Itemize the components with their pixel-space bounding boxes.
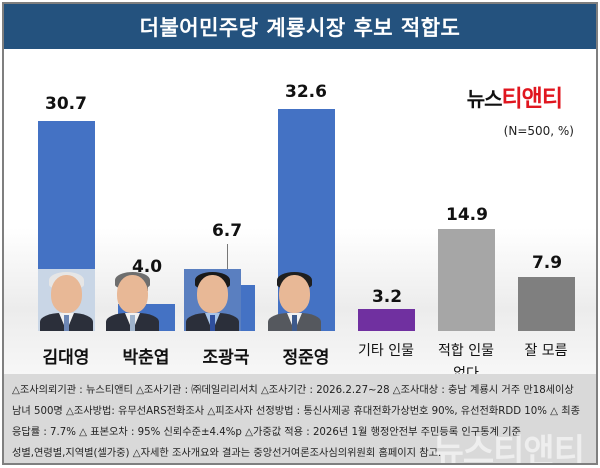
category-label-jo-gwangguk: 조광국 — [202, 348, 250, 368]
footer-line-1: △조사의뢰기관 : 뉴스티앤티 △조사기관 : ㈜데일리리서치 △조사기간 : … — [12, 385, 574, 396]
footer-line-3: 응답률 : 7.7% △ 표본오차 : 95% 신뢰수준±4.4%p △가중값 … — [12, 427, 521, 438]
category-label-kim-daeyoung: 김대영 — [42, 348, 90, 368]
bar-no-suitable-person — [438, 229, 495, 331]
candidate-photo-park-chunyeop — [104, 269, 161, 331]
bar-dont-know — [518, 277, 575, 331]
bar-other-person — [358, 309, 415, 331]
candidate-photo-jo-gwangguk — [184, 269, 241, 331]
bar-value-jo-gwangguk: 6.7 — [211, 221, 243, 241]
bar-value-other-person: 3.2 — [371, 287, 403, 307]
footer-line-2: 남녀 500명 △조사방법: 유무선ARS전화조사 △피조사자 선정방법 : 통… — [12, 406, 580, 417]
candidate-photo-kim-daeyoung — [38, 269, 95, 331]
chart-title: 더불어민주당 계룡시장 후보 적합도 — [4, 4, 596, 49]
news-logo: 뉴스티앤티 — [466, 79, 563, 113]
bar-value-no-suitable-person: 14.9 — [446, 205, 488, 225]
category-label-jeong-junyeong: 정준영 — [282, 348, 330, 368]
category-label-other-person: 기타 인물 — [358, 343, 414, 359]
logo-part-news: 뉴스 — [466, 87, 503, 111]
bar-value-kim-daeyoung: 30.7 — [45, 94, 87, 114]
watermark: 뉴스티앤티 — [432, 432, 585, 465]
sample-size-note: (N=500, %) — [503, 124, 574, 138]
logo-part-tnt: 티앤티 — [501, 86, 563, 112]
leader-line — [227, 244, 228, 269]
survey-methodology-footer: △조사의뢰기관 : 뉴스티앤티 △조사기관 : ㈜데일리리서치 △조사기간 : … — [4, 374, 596, 463]
footer-line-4: 성별,연령별,지역별(셀가중) △자세한 조사개요와 결과는 중앙선거여론조사심… — [12, 448, 442, 459]
bar-value-dont-know: 7.9 — [531, 253, 563, 273]
candidate-photo-jeong-junyeong — [266, 269, 323, 331]
category-label-dont-know: 잘 모름 — [524, 343, 568, 359]
category-label-park-chunyeop: 박춘엽 — [122, 348, 170, 368]
bar-value-jeong-junyeong: 32.6 — [285, 82, 327, 102]
category-label-line1: 적합 인물 — [438, 343, 494, 359]
